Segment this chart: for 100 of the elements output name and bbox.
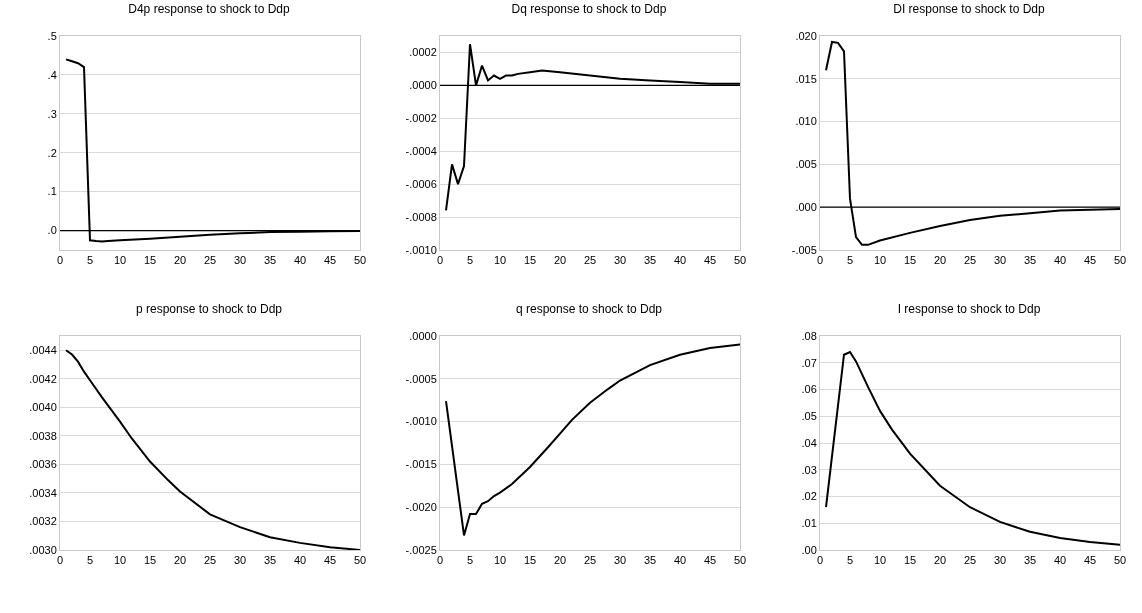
y-tick-label: .0038: [29, 429, 57, 442]
chart-title: q response to shock to Ddp: [515, 301, 663, 316]
y-tick-label: -.0015: [405, 458, 437, 471]
x-tick-label: 35: [643, 254, 657, 267]
x-tick-label: 45: [1083, 554, 1097, 567]
x-tick-label: 10: [873, 254, 887, 267]
y-tick-label: .08: [801, 329, 817, 342]
x-tick-label: 0: [436, 554, 444, 567]
x-tick-label: 35: [263, 554, 277, 567]
y-tick-label: .0040: [29, 401, 57, 414]
x-tick-label: 0: [56, 254, 64, 267]
x-tick-label: 20: [933, 554, 947, 567]
x-tick-label: 20: [173, 254, 187, 267]
y-tick-label: .015: [795, 72, 817, 85]
x-tick-label: 5: [466, 554, 474, 567]
x-tick-label: 25: [583, 254, 597, 267]
x-tick-label: 45: [323, 254, 337, 267]
y-tick-label: .05: [801, 410, 817, 423]
line-series: [445, 343, 740, 537]
y-tick-label: -.0008: [405, 210, 437, 223]
chart-title: DI response to shock to Ddp: [893, 1, 1046, 16]
x-tick-label: 20: [173, 554, 187, 567]
x-tick-label: 40: [293, 254, 307, 267]
y-tick-label: -.0005: [405, 372, 437, 385]
x-tick-label: 50: [1113, 554, 1127, 567]
y-tick-label: .3: [47, 107, 57, 120]
x-tick-label: 30: [613, 254, 627, 267]
y-tick-label: .0: [47, 224, 57, 237]
x-tick-label: 0: [816, 254, 824, 267]
chart-title: I response to shock to Ddp: [897, 301, 1041, 316]
x-tick-label: 45: [703, 554, 717, 567]
y-tick-label: -.0010: [405, 243, 437, 256]
x-tick-label: 35: [1023, 254, 1037, 267]
y-tick-label: .4: [47, 68, 57, 81]
x-tick-label: 5: [466, 254, 474, 267]
x-tick-label: 30: [233, 254, 247, 267]
x-tick-label: 50: [733, 554, 747, 567]
y-tick-label: .0044: [29, 344, 57, 357]
x-tick-label: 5: [86, 554, 94, 567]
chart-title: p response to shock to Ddp: [135, 301, 283, 316]
x-tick-label: 15: [143, 554, 157, 567]
x-tick-label: 25: [963, 254, 977, 267]
x-tick-label: 25: [203, 254, 217, 267]
y-tick-label: .005: [795, 158, 817, 171]
x-tick-label: 10: [113, 254, 127, 267]
chart-title: Dq response to shock to Ddp: [511, 1, 667, 16]
x-tick-label: 25: [963, 554, 977, 567]
y-tick-label: -.0010: [405, 415, 437, 428]
y-tick-label: .010: [795, 115, 817, 128]
x-tick-label: 45: [703, 254, 717, 267]
y-tick-label: .06: [801, 383, 817, 396]
x-tick-label: 30: [613, 554, 627, 567]
x-tick-label: 0: [436, 254, 444, 267]
x-tick-label: 45: [323, 554, 337, 567]
x-tick-label: 15: [903, 254, 917, 267]
x-tick-label: 40: [1053, 254, 1067, 267]
y-tick-label: .2: [47, 146, 57, 159]
chart-title: D4p response to shock to Ddp: [128, 1, 291, 16]
x-tick-label: 25: [583, 554, 597, 567]
x-tick-label: 50: [353, 554, 367, 567]
x-tick-label: 10: [113, 554, 127, 567]
x-tick-label: 15: [903, 554, 917, 567]
x-tick-label: 50: [1113, 254, 1127, 267]
y-tick-label: -.005: [791, 243, 817, 256]
y-tick-label: .02: [801, 490, 817, 503]
y-tick-label: .0036: [29, 458, 57, 471]
y-tick-label: -.0002: [405, 112, 437, 125]
x-tick-label: 45: [1083, 254, 1097, 267]
line-series: [65, 349, 360, 550]
x-tick-label: 25: [203, 554, 217, 567]
y-tick-label: .0032: [29, 515, 57, 528]
x-tick-label: 50: [733, 254, 747, 267]
y-tick-label: .1: [47, 185, 57, 198]
x-tick-label: 30: [993, 554, 1007, 567]
x-tick-label: 50: [353, 254, 367, 267]
x-tick-label: 5: [86, 254, 94, 267]
x-tick-label: 20: [933, 254, 947, 267]
y-tick-label: -.0004: [405, 145, 437, 158]
y-tick-label: -.0020: [405, 501, 437, 514]
x-tick-label: 0: [816, 554, 824, 567]
x-tick-label: 30: [993, 254, 1007, 267]
x-tick-label: 5: [846, 254, 854, 267]
x-tick-label: 40: [673, 254, 687, 267]
line-series: [825, 351, 1120, 546]
y-tick-label: .0034: [29, 486, 57, 499]
x-tick-label: 35: [263, 254, 277, 267]
y-tick-label: .07: [801, 356, 817, 369]
y-tick-label: .01: [801, 517, 817, 530]
x-tick-label: 20: [553, 254, 567, 267]
y-tick-label: .0002: [409, 46, 437, 59]
x-tick-label: 10: [873, 554, 887, 567]
y-tick-label: .0042: [29, 372, 57, 385]
x-tick-label: 30: [233, 554, 247, 567]
y-tick-label: .00: [801, 543, 817, 556]
x-tick-label: 10: [493, 554, 507, 567]
x-tick-label: 15: [523, 554, 537, 567]
x-tick-label: 40: [293, 554, 307, 567]
y-tick-label: .04: [801, 436, 817, 449]
y-tick-label: -.0006: [405, 178, 437, 190]
y-tick-label: .0000: [409, 79, 437, 92]
